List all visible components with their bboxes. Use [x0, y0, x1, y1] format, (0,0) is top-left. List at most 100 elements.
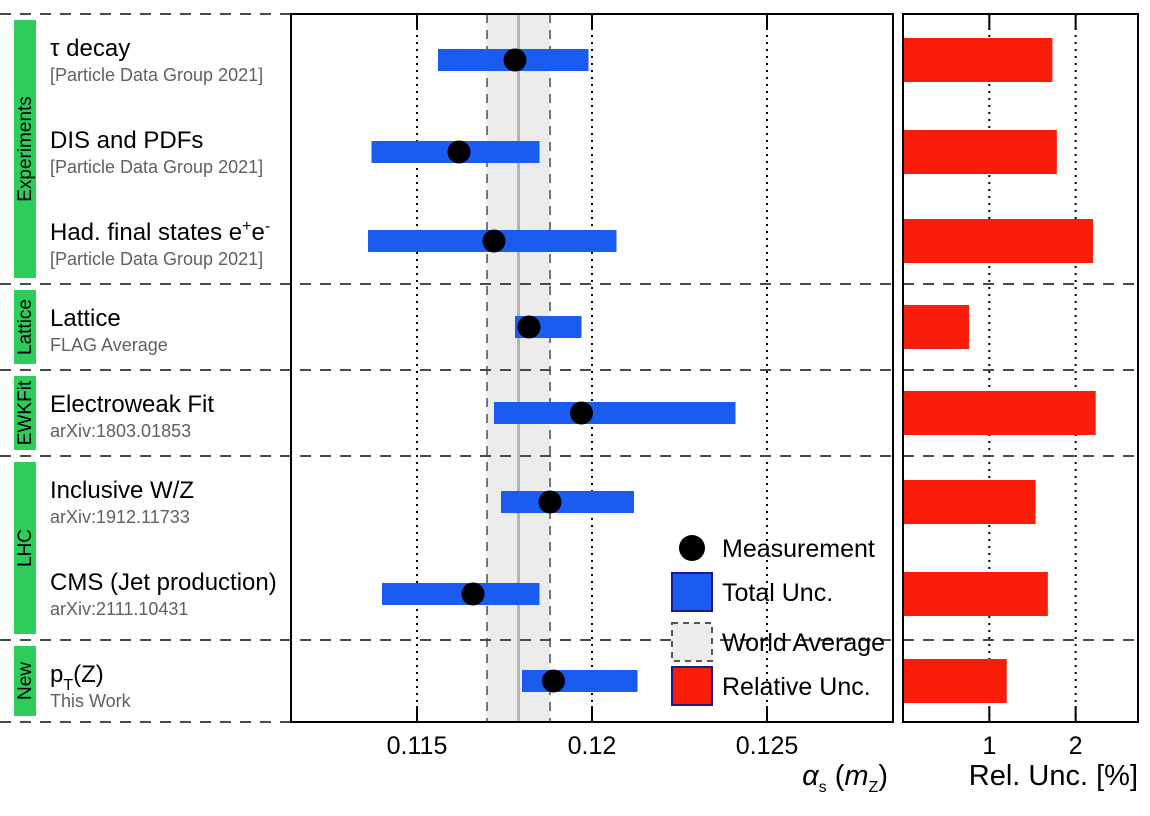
total-uncertainty-bar	[522, 670, 638, 692]
row-title: Electroweak Fit	[50, 391, 214, 418]
measurement-dot	[461, 582, 485, 606]
row-label-6: CMS (Jet production) arXiv:2111.10431	[50, 569, 277, 619]
legend-item-blue-box: Total Unc.	[671, 572, 833, 612]
legend-item-red-box: Relative Unc.	[671, 666, 871, 706]
row-label-1: DIS and PDFs [Particle Data Group 2021]	[50, 127, 263, 177]
relative-uncertainty-bar	[903, 480, 1036, 524]
row-label-5: Inclusive W/Z arXiv:1912.11733	[50, 477, 194, 527]
legend-measurement-dot	[679, 535, 705, 561]
group-band-ewkfit: EWKFit	[14, 376, 36, 450]
main-tick-label: 0.115	[387, 732, 448, 760]
measurement-dot	[542, 669, 565, 693]
relative-uncertainty-bar	[903, 219, 1094, 263]
row-title: CMS (Jet production)	[50, 569, 277, 596]
group-label: EWKFit	[15, 380, 36, 445]
row-label-4: Electroweak Fit arXiv:1803.01853	[50, 391, 214, 441]
group-label: LHC	[15, 529, 36, 567]
legend-label: Total Unc.	[722, 579, 833, 607]
row-subtitle: arXiv:1912.11733	[50, 507, 190, 527]
group-band-layer: Experiments Lattice EWKFit LHC New	[14, 20, 36, 716]
relative-uncertainty-bar	[903, 572, 1048, 616]
main-tick-label: 0.125	[736, 732, 799, 760]
measurement-dot	[503, 48, 527, 72]
relative-uncertainty-bar	[903, 391, 1096, 435]
main-panel: 0.115 0.12 0.125 αs (mZ)	[0, 13, 894, 796]
main-panel-gridlines	[416, 14, 768, 722]
row-subtitle: [Particle Data Group 2021]	[50, 65, 263, 85]
row-title: pT(Z)	[50, 661, 104, 694]
legend-label: Relative Unc.	[722, 673, 871, 701]
relative-uncertainty-bar	[903, 305, 970, 349]
main-tick-label: 0.12	[568, 732, 617, 760]
rel-panel-frame	[902, 13, 1139, 723]
row-subtitle: arXiv:2111.10431	[50, 599, 188, 619]
measurement-dot	[538, 490, 562, 514]
row-title: Had. final states e+e-	[50, 218, 270, 246]
row-label-layer: τ decay[Particle Data Group 2021]DIS and…	[50, 35, 277, 711]
row-subtitle: [Particle Data Group 2021]	[50, 157, 263, 177]
measurement-row-2	[368, 229, 617, 253]
group-label: New	[15, 662, 36, 700]
total-uncertainty-bar	[501, 491, 634, 513]
world-average-band	[486, 14, 551, 722]
group-label: Lattice	[15, 299, 36, 355]
row-subtitle: This Work	[50, 691, 132, 711]
legend-rel-unc-swatch	[671, 666, 713, 706]
row-subtitle: [Particle Data Group 2021]	[50, 249, 263, 269]
rel-panel-data	[903, 38, 1096, 703]
row-label-7: pT(Z)This Work	[50, 661, 132, 711]
measurement-dot	[482, 229, 506, 253]
row-title: Lattice	[50, 305, 121, 332]
measurement-dot	[517, 315, 541, 339]
main-panel-data	[368, 48, 736, 693]
group-color-box	[14, 20, 36, 278]
row-title: DIS and PDFs	[50, 127, 203, 154]
measurement-dot	[447, 140, 471, 164]
relative-uncertainty-bar	[903, 130, 1057, 174]
rel-axis-title: Rel. Unc. [%]	[969, 760, 1138, 792]
group-label: Experiments	[15, 96, 36, 202]
group-band-new: New	[14, 646, 36, 716]
rel-tick-label: 1	[982, 732, 996, 760]
legend-world-average-swatch	[671, 622, 713, 662]
total-uncertainty-bar	[382, 583, 540, 605]
group-band-lattice: Lattice	[14, 290, 36, 364]
group-band-lhc: LHC	[14, 462, 36, 634]
relative-uncertainty-bar	[903, 38, 1053, 82]
measurement-dot	[570, 401, 593, 425]
row-subtitle: FLAG Average	[50, 335, 168, 355]
row-title: τ decay	[50, 35, 130, 62]
legend-item-gray-dashed-box: World Average	[671, 622, 885, 662]
measurement-row-0	[438, 48, 589, 72]
main-axis-title: αs (mZ)	[802, 760, 888, 796]
total-uncertainty-bar	[494, 402, 736, 424]
row-label-0: τ decay [Particle Data Group 2021]	[50, 35, 263, 85]
measurement-row-6	[382, 582, 540, 606]
measurement-row-5	[501, 490, 634, 514]
row-label-2: Had. final states e+e- [Particle Data Gro…	[50, 218, 270, 269]
legend-label: World Average	[722, 629, 885, 657]
group-color-box	[14, 462, 36, 634]
main-panel-ticks: 0.115 0.12 0.125	[387, 14, 799, 760]
measurement-row-7	[522, 669, 638, 693]
group-color-box	[14, 376, 36, 450]
legend: Measurement Total Unc. World Average Relati…	[671, 535, 885, 706]
measurement-row-1	[371, 140, 540, 164]
relative-uncertainty-bar	[903, 659, 1007, 703]
measurement-row-4	[494, 401, 736, 425]
main-panel-separators	[0, 13, 893, 723]
row-label-3: Lattice FLAG Average	[50, 305, 168, 355]
row-title: Inclusive W/Z	[50, 477, 194, 504]
group-color-box	[14, 646, 36, 716]
legend-label: Measurement	[722, 535, 875, 563]
legend-total-unc-swatch	[671, 572, 713, 612]
group-color-box	[14, 290, 36, 364]
rel-tick-label: 2	[1069, 732, 1083, 760]
measurement-row-3	[515, 315, 582, 339]
group-band-experiments: Experiments	[14, 20, 36, 278]
legend-item-dot: Measurement	[679, 535, 875, 563]
